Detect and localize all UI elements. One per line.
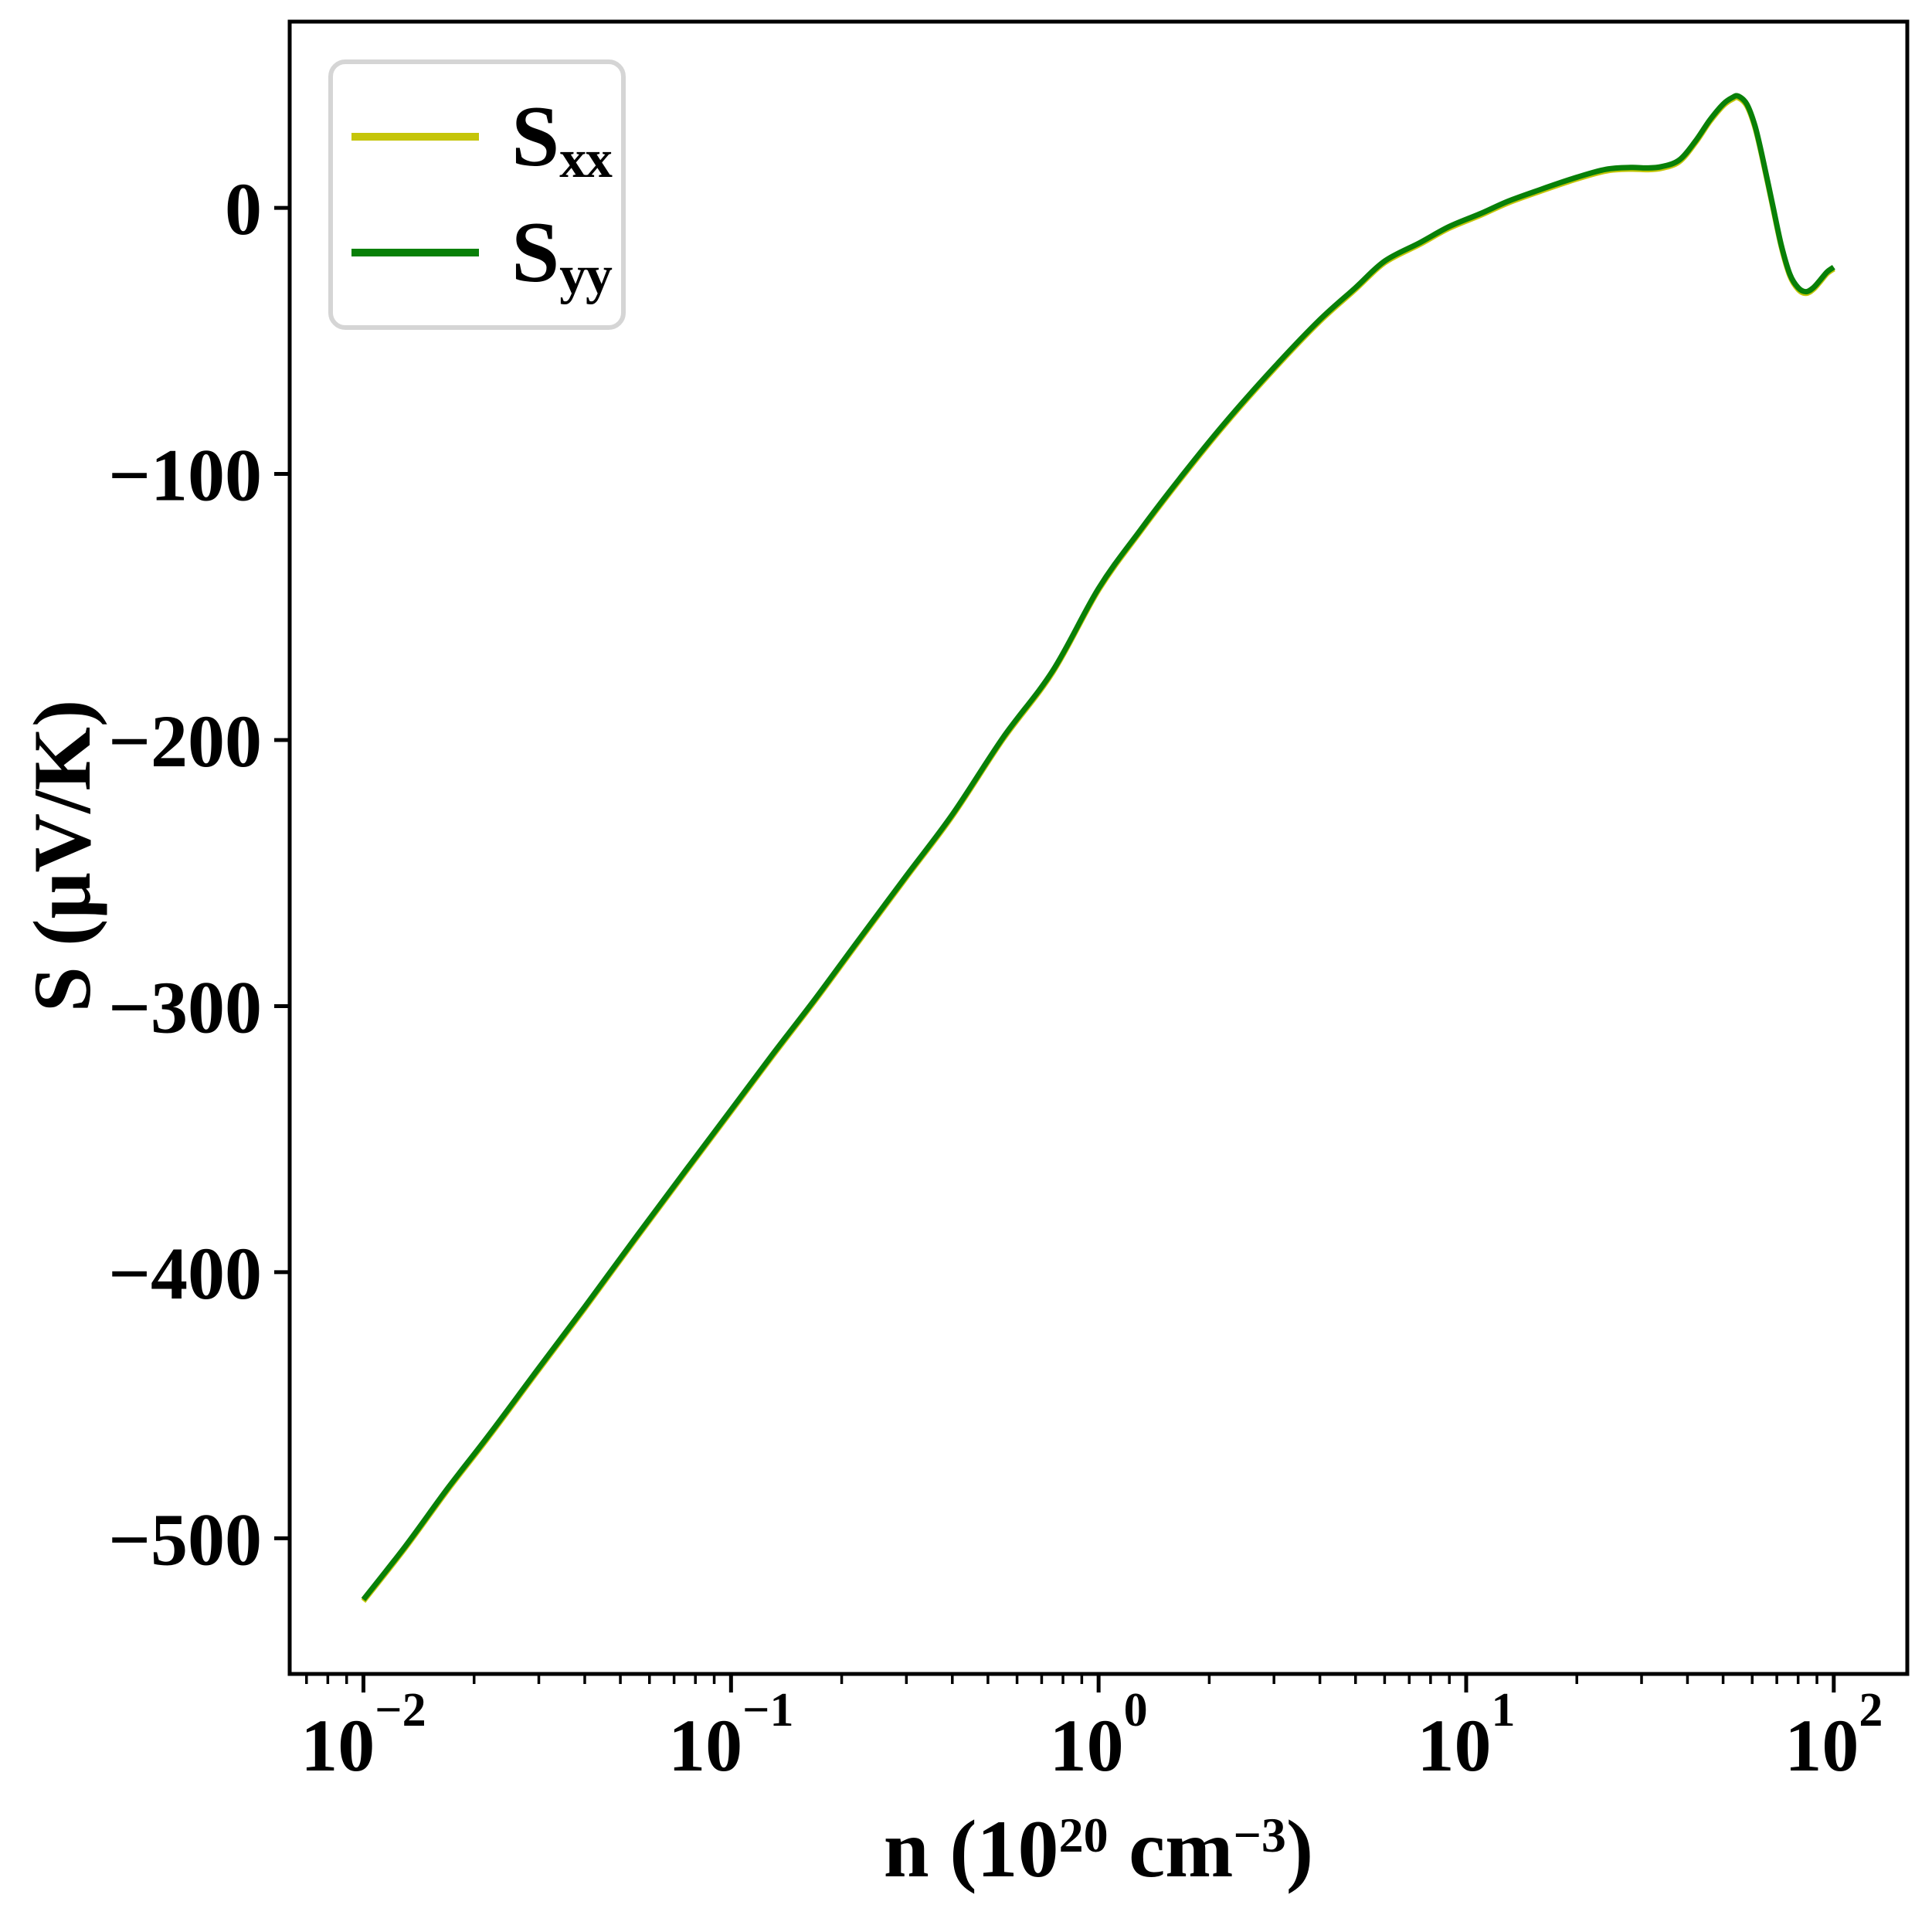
syy-label-base: S: [511, 205, 560, 300]
syy-line-swatch: [351, 249, 479, 256]
y-tick-label: −100: [108, 434, 262, 517]
x-tick-label: 101: [1417, 1684, 1515, 1787]
curve-S_yy: [361, 93, 1835, 1601]
y-tick-label: 0: [225, 168, 262, 250]
sxx-label: Sxx: [511, 93, 613, 187]
syy-label: Syy: [511, 209, 613, 303]
x-axis-label-exp2: −3: [1233, 1808, 1286, 1862]
x-axis-label-pre: n (10: [883, 1804, 1059, 1894]
x-axis-label-post: ): [1285, 1804, 1314, 1894]
syy-label-sub: yy: [559, 246, 613, 306]
sxx-label-sub: xx: [559, 130, 613, 190]
y-tick-label: −300: [108, 966, 262, 1048]
x-tick-label: 10−2: [300, 1684, 426, 1787]
y-axis-label: S (μV/K): [17, 699, 107, 1013]
sxx-label-base: S: [511, 89, 560, 185]
y-tick-label: −400: [108, 1232, 262, 1315]
x-tick-label: 100: [1050, 1684, 1148, 1787]
sxx-line-swatch: [351, 133, 479, 141]
y-tick-label: −500: [108, 1498, 262, 1580]
x-tick-label: 10−1: [668, 1684, 793, 1787]
legend-item-syy: Syy: [333, 195, 621, 311]
y-tick-label: −200: [108, 700, 262, 783]
x-axis-label: n (1020 cm−3): [290, 1804, 1907, 1895]
legend-box: Sxx Syy: [328, 59, 626, 330]
x-tick-label: 102: [1784, 1684, 1883, 1787]
legend-item-sxx: Sxx: [333, 79, 621, 195]
x-axis-label-exp1: 20: [1058, 1808, 1109, 1862]
x-axis-label-mid: cm: [1108, 1804, 1234, 1894]
axes-spines: [287, 19, 1910, 1676]
